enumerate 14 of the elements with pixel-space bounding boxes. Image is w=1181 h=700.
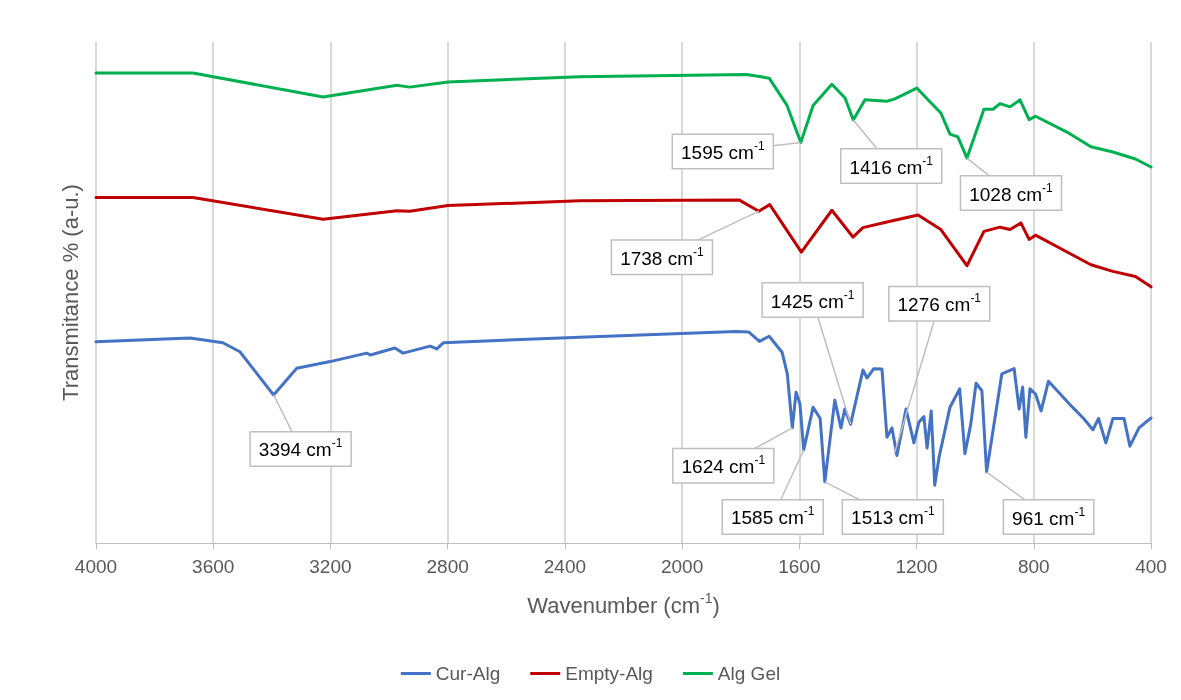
- x-tick-label: 1600: [778, 556, 821, 577]
- x-tick-label: 1200: [895, 556, 938, 577]
- legend-label: Alg Gel: [717, 663, 781, 684]
- x-tick-label: 3200: [309, 556, 352, 577]
- legend-label: Empty-Alg: [565, 663, 653, 684]
- x-tick-label: 4000: [74, 556, 118, 577]
- x-tick-label: 3600: [192, 556, 235, 577]
- x-tick-label: 400: [1135, 556, 1167, 577]
- legend-label: Cur-Alg: [435, 663, 501, 684]
- x-tick-label: 2400: [543, 556, 587, 577]
- x-tick-label: 800: [1017, 556, 1050, 577]
- y-axis-title: Transmitance % (a-u.): [57, 184, 83, 401]
- x-tick-label: 2000: [660, 556, 704, 577]
- x-tick-label: 2800: [426, 556, 469, 577]
